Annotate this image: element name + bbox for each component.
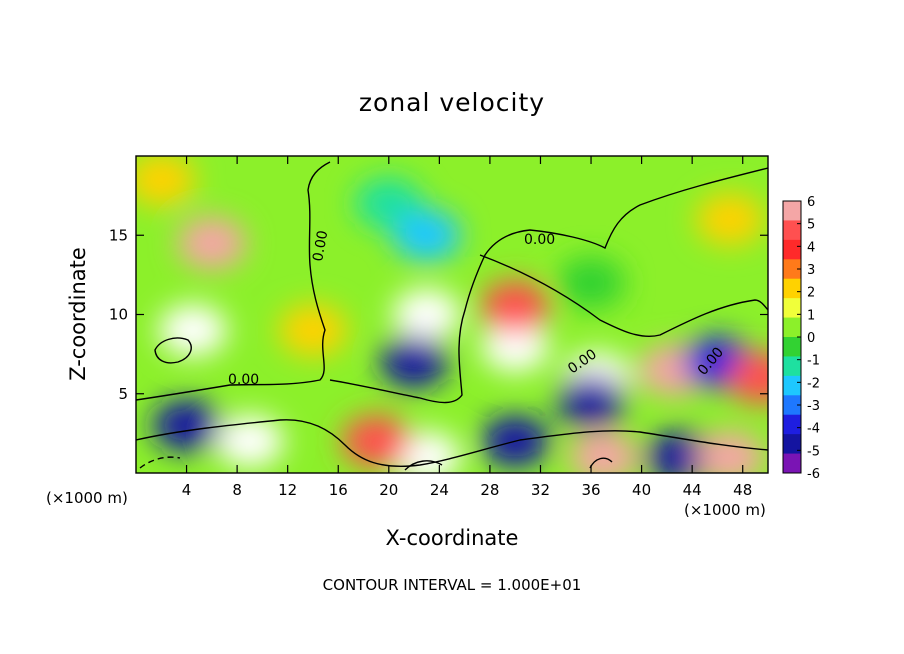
velocity-feature [481, 280, 550, 333]
zero-contours [136, 161, 768, 471]
velocity-feature [136, 156, 196, 206]
x-tick-label: 4 [182, 481, 192, 499]
x-tick-label: 36 [581, 481, 600, 499]
zero-contour-small [154, 337, 192, 364]
velocity-feature [569, 431, 638, 473]
velocity-feature [392, 288, 461, 341]
y-tick-label: 5 [118, 385, 128, 403]
zero-contour-bottom-left [139, 456, 181, 469]
x-tick-label: 40 [632, 481, 651, 499]
velocity-feature [177, 217, 246, 270]
colorbar-tick-label: -2 [807, 376, 820, 391]
contour-label: 0.00 [228, 372, 259, 388]
x-tick-label: 48 [733, 481, 752, 499]
colorbar-swatch [783, 317, 801, 338]
velocity-feature [696, 193, 765, 246]
velocity-feature [557, 375, 626, 428]
zero-contour-left [136, 161, 331, 401]
zero-contour-bottom-mid [404, 460, 443, 471]
velocity-field [136, 156, 768, 473]
x-tick-label: 16 [329, 481, 348, 499]
y-axis-title: Z-coordinate [66, 247, 90, 381]
colorbar-tick-label: -1 [807, 354, 820, 369]
colorbar-swatch [783, 259, 801, 280]
zero-contour-lower [136, 419, 768, 467]
velocity-feature [557, 256, 626, 309]
zero-contour-middle [329, 167, 768, 404]
contour-label: 0.00 [524, 232, 555, 248]
velocity-feature [152, 399, 221, 452]
colorbar-swatch [783, 337, 801, 357]
chart-title: zonal velocity [358, 88, 546, 117]
colorbar-tick-label: 6 [807, 195, 815, 210]
x-axis: 4 8 12 16 20 24 28 32 36 40 44 48 [182, 156, 752, 499]
velocity-feature [278, 304, 347, 357]
x-unit-label-right: (×1000 m) [684, 501, 766, 519]
colorbar-swatch [783, 298, 801, 319]
x-axis-title: X-coordinate [385, 526, 519, 550]
colorbar-tick-label: -5 [807, 444, 820, 459]
x-tick-label: 12 [278, 481, 297, 499]
colorbar-tick-label: -3 [807, 399, 820, 414]
colorbar-tick-label: 4 [807, 240, 815, 255]
colorbar-tick-label: -4 [807, 422, 820, 437]
velocity-feature [481, 320, 550, 373]
velocity-feature [392, 209, 461, 262]
contour-label: 0.00 [310, 229, 331, 262]
colorbar-swatch [783, 239, 801, 260]
y-axis: 5 10 15 [109, 226, 768, 403]
colorbar-swatch [783, 201, 801, 221]
colorbar-tick-label: 5 [807, 218, 815, 233]
y-tick-label: 15 [109, 226, 128, 244]
colorbar-swatch [783, 434, 801, 455]
x-tick-label: 8 [232, 481, 242, 499]
colorbar: 6 5 4 3 2 1 0 -1 -2 -3 -4 -5 -6 [782, 195, 820, 482]
zero-contour-right [479, 254, 768, 337]
x-tick-label: 44 [683, 481, 702, 499]
colorbar-swatch [783, 453, 801, 474]
velocity-feature [380, 336, 449, 389]
velocity-feature [342, 415, 411, 468]
velocity-feature [158, 304, 227, 357]
x-tick-label: 28 [480, 481, 499, 499]
colorbar-tick-label: 0 [807, 331, 815, 346]
velocity-feature [727, 351, 768, 404]
y-tick-label: 10 [109, 306, 128, 324]
x-tick-label: 32 [531, 481, 550, 499]
x-tick-label: 20 [379, 481, 398, 499]
colorbar-swatch [783, 395, 801, 416]
colorbar-swatch [783, 356, 801, 377]
x-unit-label-left: (×1000 m) [46, 489, 128, 507]
colorbar-swatch [783, 220, 801, 241]
colorbar-swatch [783, 375, 801, 396]
contour-interval-note: CONTOUR INTERVAL = 1.000E+01 [322, 576, 582, 594]
velocity-feature [215, 415, 284, 468]
colorbar-tick-label: 3 [807, 263, 815, 278]
colorbar-tick-label: 2 [807, 286, 815, 301]
colorbar-tick-label: -6 [807, 467, 820, 482]
colorbar-swatch [783, 414, 801, 435]
velocity-feature [696, 431, 765, 473]
colorbar-tick-label: 1 [807, 308, 815, 323]
colorbar-swatch [783, 278, 801, 299]
x-tick-label: 24 [430, 481, 449, 499]
